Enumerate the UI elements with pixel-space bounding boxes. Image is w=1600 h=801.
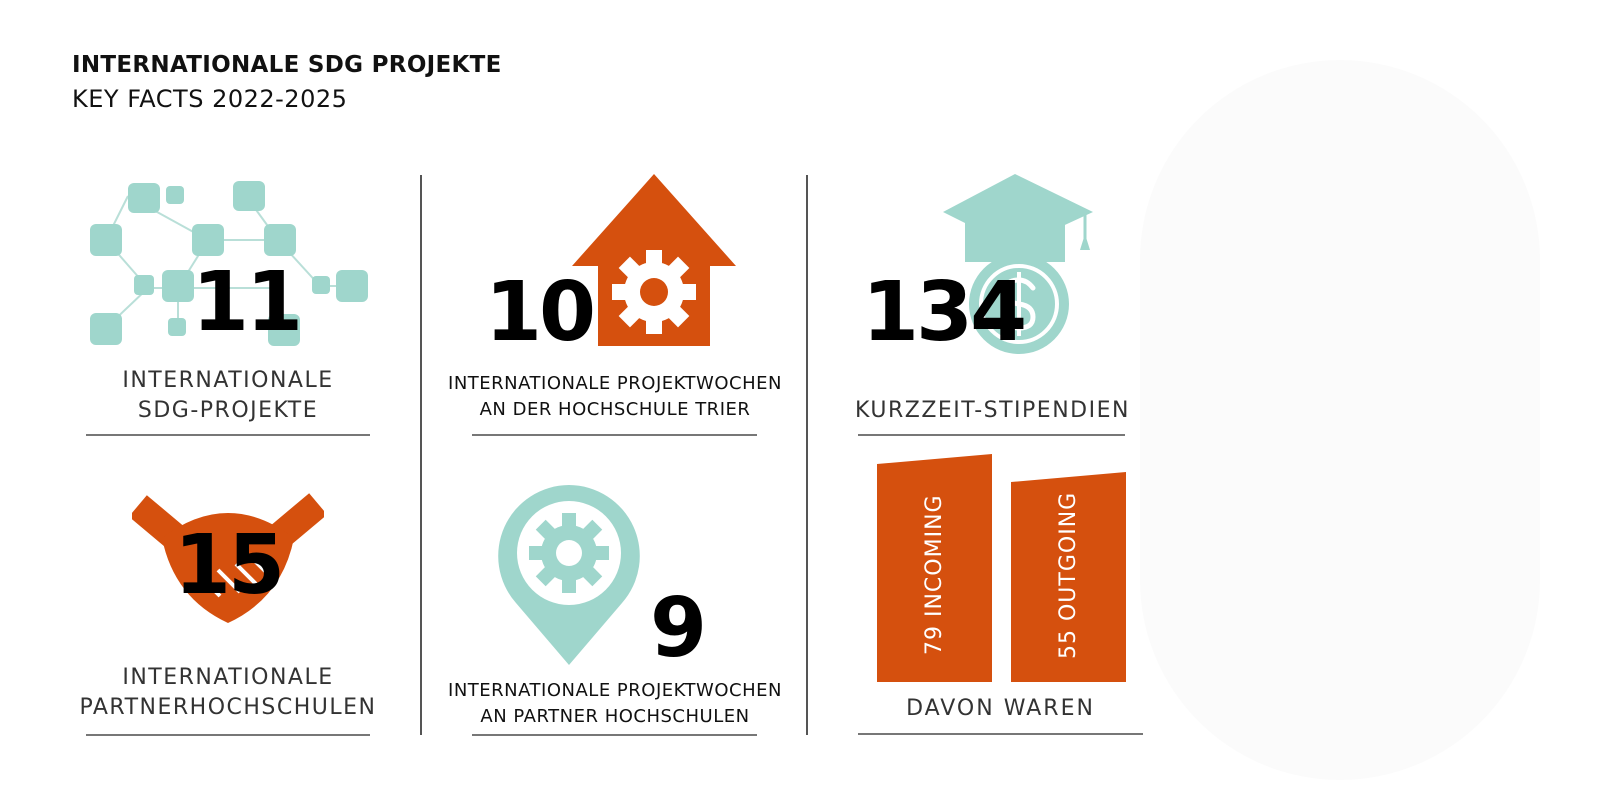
page-title: INTERNATIONALE SDG PROJEKTE (72, 52, 502, 78)
location-pin-gear-icon (498, 485, 640, 665)
fact-label-line: AN DER HOCHSCHULE TRIER (479, 399, 751, 420)
divider (472, 734, 757, 736)
bar-label: 79 INCOMING (922, 494, 947, 656)
fact-value: 10 (485, 265, 596, 360)
handshake-icon (132, 493, 324, 623)
fact-label-line: INTERNATIONALE PROJEKTWOCHEN (448, 373, 782, 394)
fact-label: INTERNATIONALE PROJEKTWOCHEN AN PARTNER … (430, 678, 800, 730)
graduation-cap-coin-icon (943, 174, 1093, 354)
breakdown-caption: DAVON WAREN (906, 696, 1095, 721)
fact-label-line: PARTNERHOCHSCHULEN (79, 695, 377, 720)
background-shape (1140, 60, 1540, 780)
column-divider (420, 175, 422, 735)
fact-label-line: SDG-PROJEKTE (137, 398, 319, 423)
fact-label: INTERNATIONALE PROJEKTWOCHEN AN DER HOCH… (430, 371, 800, 423)
fact-label-line: KURZZEIT-STIPENDIEN (855, 398, 1130, 423)
fact-label: KURZZEIT-STIPENDIEN (850, 396, 1135, 426)
page-subtitle: KEY FACTS 2022-2025 (72, 85, 348, 113)
fact-value: 134 (862, 265, 1027, 360)
divider (86, 734, 370, 736)
house-gear-icon (572, 174, 736, 346)
fact-value: 15 (174, 518, 285, 613)
fact-value: 9 (650, 581, 707, 676)
divider (472, 434, 757, 436)
fact-label-line: AN PARTNER HOCHSCHULEN (480, 706, 750, 727)
divider (858, 733, 1143, 735)
divider (86, 434, 370, 436)
fact-value: 11 (192, 255, 303, 350)
network-icon (90, 181, 368, 346)
fact-label: INTERNATIONALE SDG-PROJEKTE (76, 366, 380, 426)
fact-label: INTERNATIONALE PARTNERHOCHSCHULEN (66, 663, 390, 723)
bar-label: 55 OUTGOING (1056, 491, 1081, 659)
fact-label-line: INTERNATIONALE (122, 665, 334, 690)
fact-label-line: INTERNATIONALE PROJEKTWOCHEN (448, 680, 782, 701)
divider (858, 434, 1125, 436)
fact-label-line: INTERNATIONALE (122, 368, 334, 393)
outgoing-bar (1011, 472, 1126, 682)
incoming-bar (877, 454, 992, 682)
column-divider (806, 175, 808, 735)
